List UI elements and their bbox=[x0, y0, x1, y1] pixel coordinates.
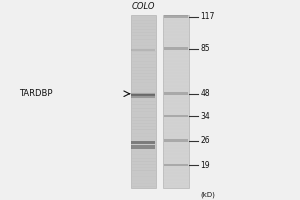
Text: 85: 85 bbox=[200, 44, 210, 53]
Bar bbox=[131, 93, 155, 95]
Text: 34: 34 bbox=[200, 112, 210, 121]
Bar bbox=[164, 139, 188, 142]
Text: 117: 117 bbox=[200, 12, 215, 21]
Bar bbox=[164, 164, 188, 166]
Text: 19: 19 bbox=[200, 161, 210, 170]
Bar bbox=[131, 49, 155, 51]
Bar bbox=[131, 96, 155, 98]
Bar bbox=[164, 15, 188, 18]
Text: 26: 26 bbox=[200, 136, 210, 145]
Text: TARDBP: TARDBP bbox=[19, 89, 53, 98]
Bar bbox=[131, 145, 155, 149]
Text: COLO: COLO bbox=[131, 2, 155, 11]
Bar bbox=[164, 92, 188, 95]
Text: 48: 48 bbox=[200, 89, 210, 98]
Bar bbox=[164, 115, 188, 117]
Bar bbox=[164, 15, 189, 188]
Bar bbox=[131, 94, 155, 96]
Bar bbox=[131, 141, 155, 144]
Bar bbox=[131, 15, 156, 188]
Bar bbox=[164, 47, 188, 50]
Text: (kD): (kD) bbox=[200, 191, 215, 198]
